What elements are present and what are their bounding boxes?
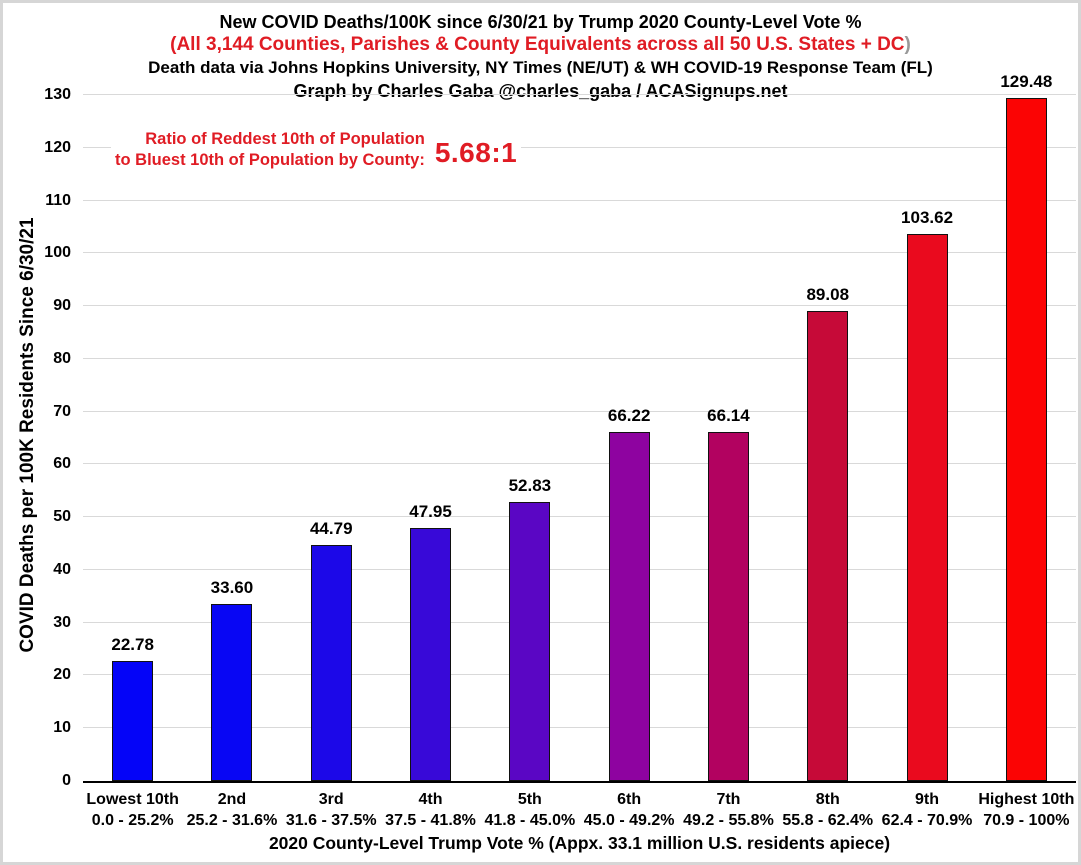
gridline [83, 621, 1076, 623]
gridline [83, 674, 1076, 676]
x-tick-range: 55.8 - 62.4% [782, 812, 874, 829]
x-tick-category: Lowest 10th [86, 791, 179, 808]
bar-1 [112, 660, 154, 781]
x-tick-label: 8th 55.8 - 62.4% [778, 789, 877, 831]
bar-value-label: 89.08 [806, 284, 850, 304]
x-tick-range: 45.0 - 49.2% [583, 812, 675, 829]
bar-3 [310, 544, 352, 781]
gridline [83, 146, 1076, 148]
x-tick-category: 5th [517, 791, 542, 808]
bar-value-label: 22.78 [111, 634, 154, 654]
chart-subtitle-text: (All 3,144 Counties, Parishes & County E… [170, 34, 905, 55]
x-tick-category: 4th [418, 791, 443, 808]
x-tick-label: 9th 62.4 - 70.9% [877, 789, 976, 831]
gridline [83, 252, 1076, 254]
x-tick-label: 2nd 25.2 - 31.6% [182, 789, 281, 831]
gridline [83, 516, 1076, 518]
bar-8 [807, 310, 849, 781]
gridline [83, 199, 1076, 201]
x-tick-category: 8th [815, 791, 840, 808]
gridline [83, 94, 1076, 95]
gridline [83, 727, 1076, 729]
x-tick-category: 6th [617, 791, 642, 808]
bar-value-label: 129.48 [1000, 71, 1053, 91]
data-source-line: Death data via Johns Hopkins University,… [148, 58, 933, 77]
ratio-annotation: Ratio of Reddest 10th of Population to B… [111, 129, 522, 171]
y-tick-label: 110 [45, 191, 71, 209]
chart-title: New COVID Deaths/100K since 6/30/21 by T… [219, 12, 862, 32]
y-tick-label: 90 [53, 297, 71, 315]
bar-6 [608, 431, 650, 781]
bar-value-label: 103.62 [901, 208, 954, 228]
y-tick-label: 60 [53, 455, 71, 473]
gridline [83, 305, 1076, 307]
x-tick-category: 7th [716, 791, 741, 808]
x-tick-range: 70.9 - 100% [983, 812, 1070, 829]
y-tick-label: 40 [53, 560, 71, 578]
x-tick-range: 25.2 - 31.6% [186, 812, 278, 829]
x-tick-label: 6th 45.0 - 49.2% [580, 789, 679, 831]
y-tick-label: 120 [44, 138, 71, 156]
x-tick-range: 0.0 - 25.2% [91, 812, 174, 829]
bar-value-label: 66.22 [607, 405, 651, 425]
bar-value-label: 52.83 [508, 476, 552, 496]
x-tick-range: 49.2 - 55.8% [683, 812, 774, 829]
gridline [83, 410, 1076, 412]
bar-5 [509, 502, 551, 781]
x-tick-range: 31.6 - 37.5% [285, 812, 377, 829]
x-tick-label: Highest 10th 70.9 - 100% [977, 789, 1076, 831]
gridline [83, 463, 1076, 465]
x-tick-label: 7th 49.2 - 55.8% [679, 789, 778, 831]
ratio-annotation-line2: to Bluest 10th of Population by County: [115, 151, 425, 169]
ratio-annotation-text: Ratio of Reddest 10th of Population to B… [115, 129, 425, 171]
y-tick-label: 0 [62, 772, 71, 789]
x-tick-category: 9th [915, 791, 940, 808]
bar-9 [906, 234, 948, 781]
x-tick-range: 41.8 - 45.0% [484, 812, 576, 829]
y-axis-title: COVID Deaths per 100K Residents Since 6/… [17, 217, 38, 653]
credit-line: Graph by Charles Gaba @charles_gaba / AC… [293, 81, 788, 101]
bar-4 [410, 527, 452, 781]
y-tick-label: 70 [53, 402, 71, 420]
y-tick-label: 130 [44, 86, 71, 103]
bar-value-label: 44.79 [309, 518, 353, 538]
x-tick-label: Lowest 10th 0.0 - 25.2% [83, 789, 182, 831]
y-tick-label: 100 [44, 244, 71, 262]
ratio-value: 5.68:1 [434, 137, 518, 168]
x-tick-category: 3rd [318, 791, 344, 808]
bar-10 [1005, 97, 1047, 781]
bar-value-label: 47.95 [409, 501, 452, 521]
bar-value-label: 33.60 [210, 577, 254, 597]
bar-value-label: 66.14 [707, 405, 750, 425]
x-tick-range: 62.4 - 70.9% [881, 812, 973, 829]
plot-area [83, 94, 1076, 783]
x-tick-label: 4th 37.5 - 41.8% [381, 789, 480, 831]
ratio-annotation-line1: Ratio of Reddest 10th of Population [145, 130, 425, 148]
x-tick-category: 2nd [217, 791, 247, 808]
subtitle-close-paren: ) [904, 34, 911, 55]
x-tick-range: 37.5 - 41.8% [385, 812, 476, 829]
bar-7 [707, 431, 749, 781]
bar-2 [211, 603, 253, 781]
x-tick-category: Highest 10th [978, 791, 1075, 808]
y-tick-label: 30 [53, 613, 71, 631]
gridline [83, 357, 1076, 359]
chart-subtitle: (All 3,144 Counties, Parishes & County E… [3, 34, 1078, 56]
y-tick-label: 50 [53, 508, 71, 526]
y-tick-label: 80 [53, 349, 71, 367]
y-tick-label: 10 [53, 719, 71, 737]
x-tick-label: 5th 41.8 - 45.0% [480, 789, 579, 831]
x-tick-label: 3rd 31.6 - 37.5% [282, 789, 381, 831]
x-axis-title: 2020 County-Level Trump Vote % (Appx. 33… [268, 833, 891, 853]
gridline [83, 568, 1076, 570]
y-tick-label: 20 [53, 666, 71, 684]
